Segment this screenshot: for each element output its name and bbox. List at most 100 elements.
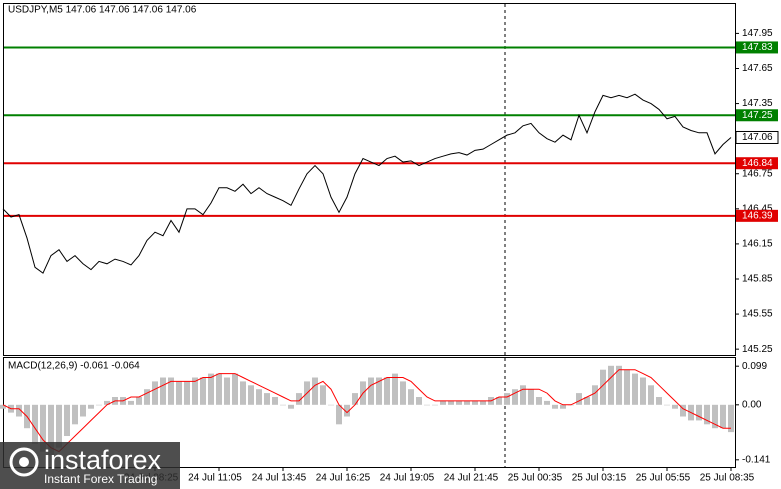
histogram-bar [400,381,406,405]
histogram-bar [240,381,246,405]
y-tick-label: 146.15 [742,239,773,250]
x-tick-label: 25 Jul 08:35 [700,473,755,484]
histogram-bar [624,369,630,405]
last-price-tag [735,130,779,144]
histogram-bar [208,373,214,405]
histogram-bar [616,365,622,405]
plot: 145.25 145.55 145.85 146.15 146.45 146.75 147.… [0,28,779,484]
histogram-bar [448,400,454,405]
histogram-bar [320,385,326,405]
y-tick-label: 145.55 [742,309,773,320]
histogram-bar [16,404,22,417]
histogram-bar [72,404,78,425]
histogram-bar [296,393,302,405]
histogram-bar [600,369,606,405]
histogram-bar [440,400,446,405]
tagline: Instant Forex Trading [44,472,157,486]
histogram-bar [528,389,534,405]
histogram-bar [408,389,414,405]
histogram-bar [552,404,558,409]
histogram-bar [720,404,726,429]
histogram-bar [480,400,486,405]
histogram-bar [584,397,590,405]
level-tag [736,41,778,54]
histogram-bar [352,393,358,405]
histogram-bar [224,377,230,405]
histogram-bar [672,404,678,409]
histogram-bar [248,385,254,405]
histogram-bar [456,400,462,405]
histogram-bar [496,397,502,405]
histogram-bar [0,404,6,409]
histogram-bar [632,373,638,405]
histogram-bar [640,377,646,405]
level-tag [736,209,778,222]
histogram-bar [80,404,86,417]
x-tick-label: 24 Jul 13:45 [252,473,307,484]
histogram-bar [512,389,518,405]
macd-panel [3,357,736,468]
y-tick-label: 147.95 [742,28,773,39]
histogram-bar [312,377,318,405]
histogram-bar [136,397,142,405]
histogram-bar [544,400,550,405]
y-tick-label: 147.35 [742,98,773,109]
histogram-bar [392,373,398,405]
histogram-bar [424,404,430,406]
x-tick-label: 24 Jul 21:45 [444,473,499,484]
histogram-bar [464,400,470,405]
histogram-bar [648,385,654,405]
y-tick-label: -0.141 [742,454,771,465]
x-tick-label: 24 Jul 11:05 [188,473,242,484]
histogram-bar [48,404,54,456]
histogram-bar [328,404,334,406]
y-tick-label: 147.65 [742,63,773,74]
histogram-bar [32,404,38,444]
level-tag [736,109,778,122]
histogram-bar [192,377,198,405]
x-tick-label: 25 Jul 05:55 [636,473,691,484]
histogram-bar [432,404,438,406]
histogram-bar [96,404,102,406]
y-tick-label: 146.75 [742,168,773,179]
histogram-bar [416,397,422,405]
histogram-bar [280,404,286,406]
level-label: 146.39 [742,210,773,221]
price-line [2,93,732,274]
histogram-bar [152,381,158,405]
histogram-bar [104,400,110,405]
histogram-bar [712,404,718,429]
y-tick-label: 0.099 [742,361,767,372]
x-tick-label: 24 Jul 19:05 [380,473,435,484]
histogram-bar [264,393,270,405]
histogram-bar [216,373,222,405]
price-panel [3,3,736,356]
y-tick-label: 145.85 [742,274,773,285]
histogram-bar [232,373,238,405]
histogram-bar [176,381,182,405]
histogram-bar [728,404,734,433]
y-tick-label: 146.45 [742,203,773,214]
indicator-label: MACD(12,26,9) -0.061 -0.064 [8,361,140,372]
histogram-bar [696,404,702,421]
histogram-bar [64,404,70,437]
histogram-bar [704,404,710,425]
histogram-bar [576,393,582,405]
histogram-bar [384,377,390,405]
histogram-bar [608,365,614,405]
histogram-bar [376,377,382,405]
histogram-bar [160,377,166,405]
histogram-bar [184,381,190,405]
histogram-bar [664,404,670,406]
level-label: 147.83 [742,42,773,53]
signal-line [2,369,731,453]
histogram-bar [272,397,278,405]
histogram-bar [128,400,134,405]
histogram-bar [144,389,150,405]
histogram-bar [256,389,262,405]
brand: instaforex [44,445,162,475]
histogram-bar [368,377,374,405]
x-tick-label: 25 Jul 00:35 [508,473,563,484]
